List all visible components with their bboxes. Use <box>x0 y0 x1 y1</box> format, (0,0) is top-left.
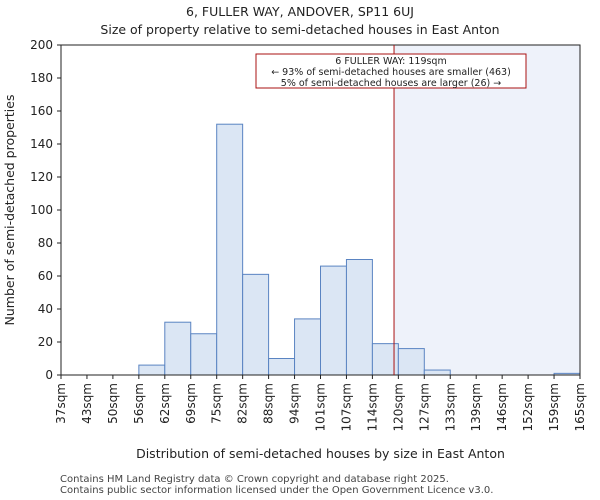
footer-licence: Contains public sector information licen… <box>60 485 494 496</box>
y-tick-label: 40 <box>38 302 53 316</box>
y-tick-label: 100 <box>30 203 53 217</box>
bar-69sqm <box>190 333 218 376</box>
x-tick-label: 82sqm <box>236 383 250 424</box>
x-tick-label: 120sqm <box>391 383 405 431</box>
bar-127sqm <box>423 369 451 376</box>
y-tick-label: 20 <box>38 335 53 349</box>
bar-75sqm <box>216 123 244 376</box>
x-tick-label: 133sqm <box>443 383 457 431</box>
annotation-title: 6 FULLER WAY: 119sqm <box>335 56 446 67</box>
x-tick-label: 50sqm <box>106 383 120 424</box>
x-tick-label: 127sqm <box>417 383 431 431</box>
x-tick-label: 146sqm <box>495 383 509 431</box>
y-tick-label: 160 <box>30 104 53 118</box>
bar-94sqm <box>294 318 321 376</box>
annotation-box <box>255 53 527 89</box>
annotation-larger: 5% of semi-detached houses are larger (2… <box>281 78 501 89</box>
x-tick-label: 88sqm <box>262 383 276 424</box>
footer-copyright: Contains HM Land Registry data © Crown c… <box>60 474 449 485</box>
bar-107sqm <box>345 259 373 376</box>
y-tick-label: 0 <box>45 368 53 382</box>
chart-title: 6, FULLER WAY, ANDOVER, SP11 6UJ <box>186 4 414 19</box>
x-tick-label: 159sqm <box>547 383 561 431</box>
x-tick-label: 114sqm <box>365 383 379 431</box>
annotation-smaller: ← 93% of semi-detached houses are smalle… <box>271 67 511 78</box>
bar-62sqm <box>164 321 192 376</box>
bar-56sqm <box>138 364 166 376</box>
bar-88sqm <box>268 358 296 376</box>
y-tick-label: 80 <box>38 236 53 250</box>
highlight-region <box>394 45 580 375</box>
y-tick-label: 200 <box>30 38 53 52</box>
x-tick-label: 43sqm <box>80 383 94 424</box>
x-tick-label: 101sqm <box>314 383 328 431</box>
x-tick-label: 152sqm <box>521 383 535 431</box>
y-tick-label: 140 <box>30 137 53 151</box>
bar-120sqm <box>397 348 425 376</box>
x-tick-label: 62sqm <box>158 383 172 424</box>
x-axis-label: Distribution of semi-detached houses by … <box>136 446 505 461</box>
x-tick-label: 37sqm <box>54 383 68 424</box>
y-axis-label: Number of semi-detached properties <box>2 95 17 326</box>
chart-subtitle: Size of property relative to semi-detach… <box>100 22 500 37</box>
x-tick-label: 139sqm <box>469 383 483 431</box>
x-tick-label: 94sqm <box>288 383 302 424</box>
bar-82sqm <box>242 273 270 376</box>
x-tick-label: 75sqm <box>210 383 224 424</box>
y-tick-label: 180 <box>30 71 53 85</box>
bar-101sqm <box>320 265 347 376</box>
x-tick-label: 165sqm <box>573 383 587 431</box>
x-tick-label: 56sqm <box>132 383 146 424</box>
x-tick-label: 107sqm <box>339 383 353 431</box>
y-tick-label: 60 <box>38 269 53 283</box>
x-tick-label: 69sqm <box>184 383 198 424</box>
y-tick-label: 120 <box>30 170 53 184</box>
